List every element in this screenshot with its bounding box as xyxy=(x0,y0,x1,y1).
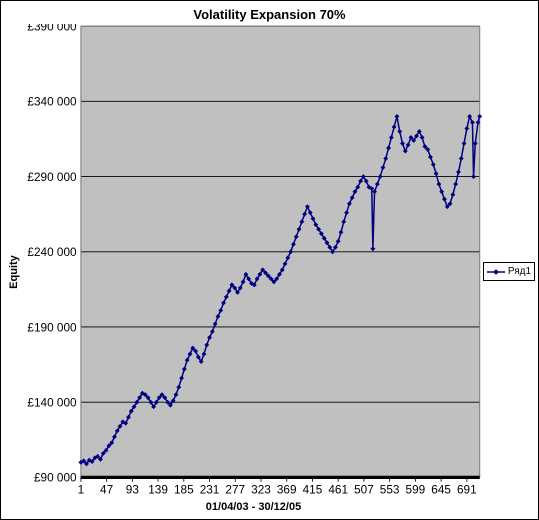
x-tick-label: 507 xyxy=(354,483,374,497)
y-tick-label: £240 000 xyxy=(27,245,77,259)
y-axis-label-wrap: Equity xyxy=(5,24,23,519)
y-tick-label: £290 000 xyxy=(27,170,77,184)
chart-title: Volatility Expansion 70% xyxy=(1,1,538,24)
x-tick-label: 599 xyxy=(406,483,426,497)
x-tick-label: 93 xyxy=(126,483,140,497)
x-tick-label: 1 xyxy=(78,483,85,497)
x-tick-label: 415 xyxy=(303,483,323,497)
x-tick-label: 645 xyxy=(431,483,451,497)
y-tick-label: £140 000 xyxy=(27,395,77,409)
y-tick-label: £340 000 xyxy=(27,95,77,109)
legend-column: Ряд1 xyxy=(484,24,534,519)
x-tick-label: 323 xyxy=(251,483,271,497)
x-axis-label: 01/04/03 - 30/12/05 xyxy=(23,499,484,519)
y-tick-label: £190 000 xyxy=(27,320,77,334)
chart-frame: Volatility Expansion 70% Equity £90 000£… xyxy=(0,0,539,520)
y-tick-label: £390 000 xyxy=(27,24,77,33)
plot-area: £90 000 £140 000 £190 000 £240 000 £290 000 £… xyxy=(23,24,484,499)
plot-wrap: £90 000 £140 000 £190 000 £240 000 £290 000 £… xyxy=(23,24,484,519)
y-axis-label: Equity xyxy=(8,255,20,289)
x-tick-label: 47 xyxy=(100,483,113,497)
x-tick-label: 369 xyxy=(277,483,297,497)
x-tick-label: 139 xyxy=(148,483,168,497)
x-tick-label: 461 xyxy=(328,483,348,497)
legend-label: Ряд1 xyxy=(508,266,531,277)
x-tick-label: 185 xyxy=(174,483,194,497)
x-tick-label: 553 xyxy=(380,483,400,497)
x-tick-label: 691 xyxy=(457,483,477,497)
y-tick-label: £90 000 xyxy=(34,471,77,485)
x-tick-label: 277 xyxy=(225,483,245,497)
x-tick-label: 231 xyxy=(200,483,220,497)
chart-body: Equity £90 000 £140 000 £190 000 £240 000 £2… xyxy=(1,24,538,519)
legend: Ряд1 xyxy=(483,262,535,281)
legend-marker-icon xyxy=(487,267,505,277)
